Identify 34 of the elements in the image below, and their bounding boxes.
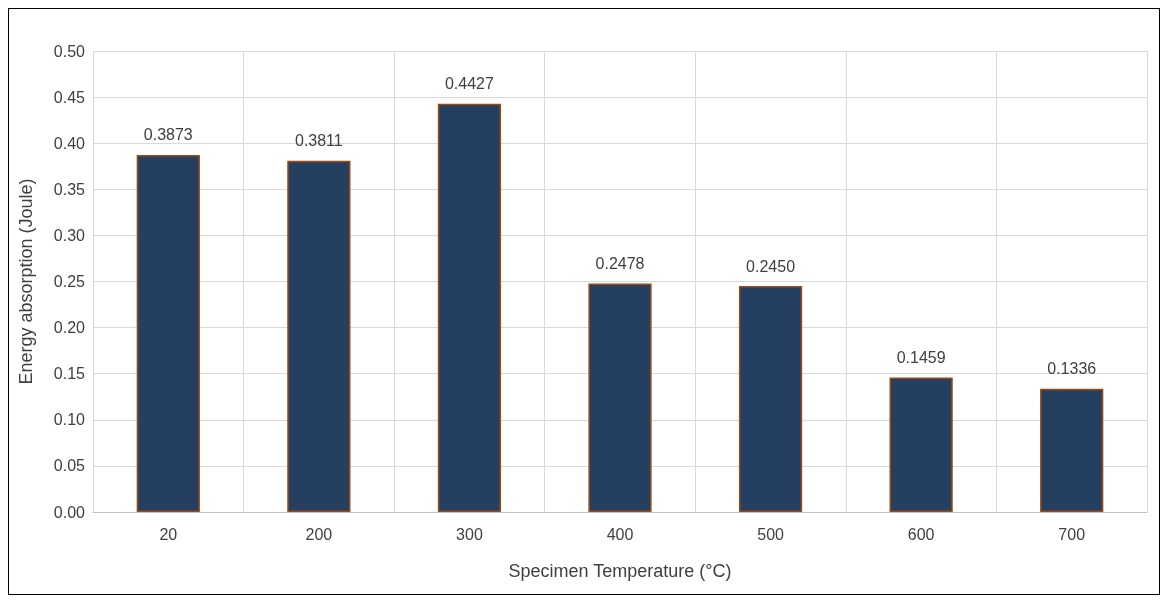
bar: [588, 283, 652, 512]
y-tick-label: 0.00: [53, 503, 86, 521]
y-tick-label: 0.25: [53, 273, 86, 290]
data-label: 0.3873: [143, 126, 193, 144]
y-tick-label: 0.10: [53, 411, 86, 429]
y-tick-label: 0.20: [53, 319, 86, 337]
x-tick-label: 500: [757, 525, 785, 543]
data-label: 0.3811: [294, 132, 343, 150]
data-label: 0.2450: [746, 257, 796, 275]
y-tick-label: 0.35: [53, 180, 86, 198]
y-tick-label: 0.05: [53, 457, 86, 475]
data-label: 0.2478: [595, 255, 645, 273]
y-tick-label: 0.15: [53, 365, 86, 383]
data-label: 0.1336: [1047, 360, 1097, 378]
bar: [738, 286, 803, 512]
x-tick-label: 200: [305, 525, 333, 543]
bar: [437, 103, 502, 512]
y-tick-label: 0.30: [53, 226, 86, 244]
data-label: 0.4427: [444, 75, 494, 93]
bar: [1040, 388, 1104, 512]
x-tick-label: 300: [456, 525, 483, 543]
x-tick-label: 700: [1058, 525, 1086, 543]
y-axis-title: Energy absorption (Joule): [16, 178, 36, 385]
data-label: 0.1459: [896, 348, 946, 366]
y-tick-label: 0.40: [53, 134, 86, 152]
x-tick-label: 20: [159, 525, 178, 543]
bar: [287, 160, 351, 512]
x-tick-label: 400: [606, 525, 634, 543]
y-tick-label: 0.45: [53, 88, 86, 106]
x-tick-label: 600: [907, 525, 935, 543]
bar: [889, 377, 953, 512]
bar: [136, 154, 200, 512]
y-tick-label: 0.50: [53, 42, 86, 60]
x-axis-title: Specimen Temperature (°C): [508, 561, 732, 581]
